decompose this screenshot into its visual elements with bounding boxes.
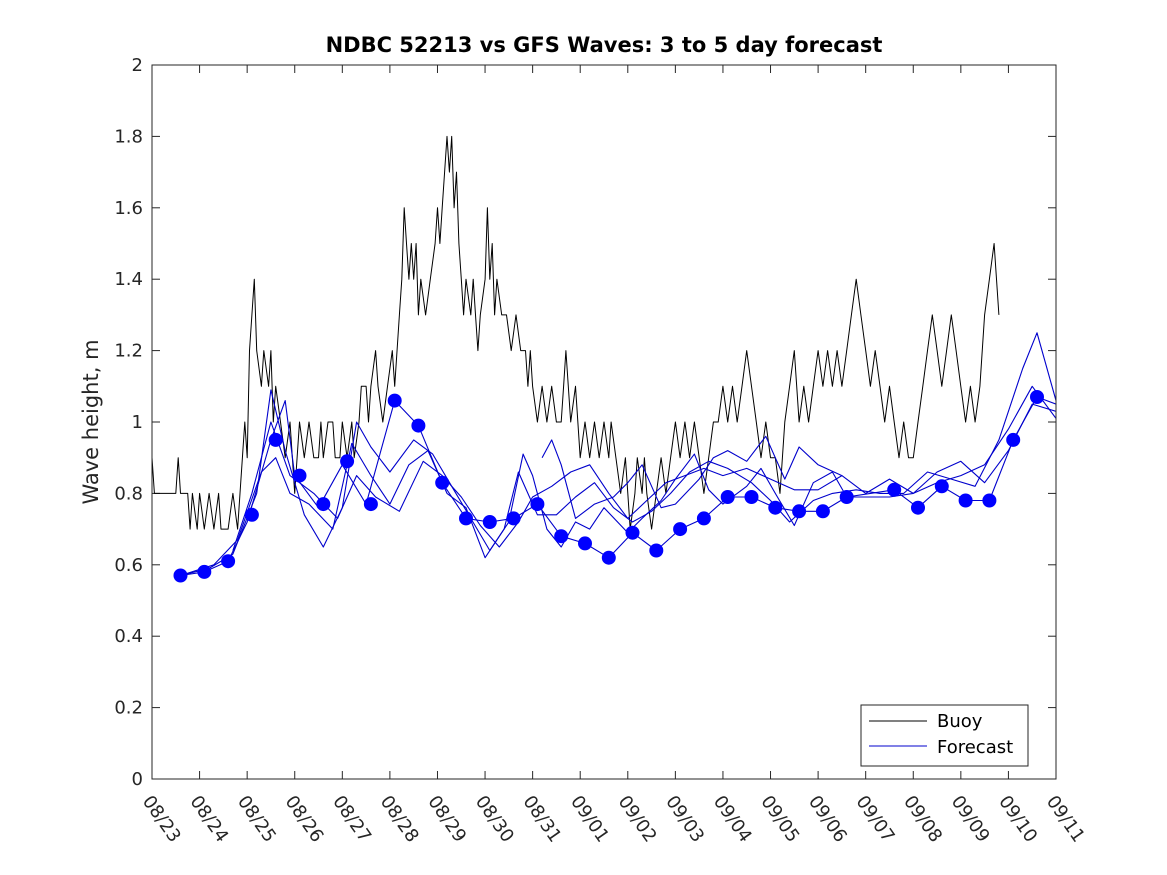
- x-tick-label: 08/30: [471, 792, 518, 847]
- forecast-marker: [578, 536, 592, 551]
- forecast-series-line-4: [232, 403, 1056, 551]
- forecast-marker: [173, 568, 188, 583]
- forecast-marker: [554, 529, 569, 544]
- x-tick-label: 09/02: [614, 792, 661, 847]
- forecast-marker: [601, 550, 616, 565]
- forecast-marker: [768, 500, 783, 515]
- forecast-marker: [221, 554, 236, 569]
- forecast-marker: [720, 490, 735, 504]
- legend-box: [860, 704, 1029, 767]
- forecast-marker: [316, 497, 331, 512]
- forecast-marker: [459, 511, 473, 526]
- y-tick-label: 0: [132, 769, 143, 790]
- x-tick-label: 09/09: [947, 792, 994, 847]
- x-tick-label: 09/05: [756, 792, 803, 847]
- x-tick-label: 09/11: [1042, 792, 1089, 847]
- forecast-marker: [982, 493, 997, 508]
- x-tick-label: 08/25: [233, 792, 280, 847]
- y-axis-label: Wave height, m: [79, 339, 103, 504]
- x-tick-label: 08/24: [185, 792, 232, 847]
- forecast-marker: [696, 511, 711, 526]
- forecast-marker: [744, 490, 759, 504]
- legend-buoy-label: Buoy: [937, 711, 983, 732]
- forecast-marker: [934, 479, 949, 494]
- y-tick-label: 1.2: [114, 341, 143, 362]
- forecast-marker: [482, 515, 497, 529]
- forecast-marker: [887, 482, 902, 497]
- forecast-marker: [340, 454, 355, 469]
- forecast-marker: [387, 393, 402, 408]
- forecast-marker: [435, 475, 450, 490]
- x-tick-label: 08/27: [328, 792, 375, 847]
- x-tick-label: 08/29: [423, 792, 470, 847]
- y-tick-label: 0.6: [114, 555, 143, 576]
- x-tick-label: 08/23: [138, 792, 185, 847]
- forecast-series-line-5: [541, 435, 843, 519]
- y-tick-label: 1.6: [114, 198, 143, 219]
- forecast-marker: [1006, 432, 1021, 447]
- forecast-marker: [815, 504, 830, 519]
- forecast-marker: [958, 493, 973, 508]
- x-tick-label: 09/10: [994, 792, 1041, 847]
- y-tick-label: 1: [132, 412, 143, 433]
- y-tick-label: 0.8: [114, 483, 143, 504]
- forecast-marker: [911, 500, 925, 515]
- x-tick-label: 09/04: [709, 792, 756, 847]
- forecast-marker: [530, 497, 545, 512]
- x-tick-label: 09/06: [804, 792, 851, 847]
- y-tick-label: 2: [132, 55, 143, 76]
- chart-title: NDBC 52213 vs GFS Waves: 3 to 5 day fore…: [326, 33, 883, 57]
- forecast-marker: [411, 418, 426, 433]
- forecast-marker: [268, 432, 283, 447]
- x-tick-label: 09/07: [852, 792, 899, 847]
- forecast-marker: [839, 490, 854, 504]
- forecast-marker: [506, 511, 521, 526]
- x-tick-label: 09/01: [566, 792, 613, 847]
- plot-frame: [151, 64, 1057, 780]
- forecast-marker: [673, 522, 688, 537]
- x-tick-label: 09/08: [899, 792, 946, 847]
- x-tick-label: 08/31: [519, 792, 566, 847]
- legend: Buoy Forecast: [860, 704, 1029, 767]
- y-tick-label: 0.4: [114, 626, 143, 647]
- forecast-marker: [197, 564, 212, 579]
- forecast-marker: [292, 468, 307, 483]
- forecast-marker: [244, 507, 259, 522]
- forecast-marker: [625, 525, 640, 540]
- forecast-marker: [363, 497, 378, 512]
- forecast-marker: [649, 543, 664, 558]
- forecast-marker: [792, 504, 807, 519]
- y-tick-label: 1.4: [114, 269, 143, 290]
- y-tick-label: 1.8: [114, 126, 143, 147]
- x-tick-label: 09/03: [661, 792, 708, 847]
- x-tick-label: 08/26: [281, 792, 328, 847]
- x-tick-label: 08/28: [376, 792, 423, 847]
- legend-forecast-label: Forecast: [937, 737, 1013, 758]
- y-tick-label: 0.2: [114, 698, 143, 719]
- forecast-marker: [1030, 390, 1044, 404]
